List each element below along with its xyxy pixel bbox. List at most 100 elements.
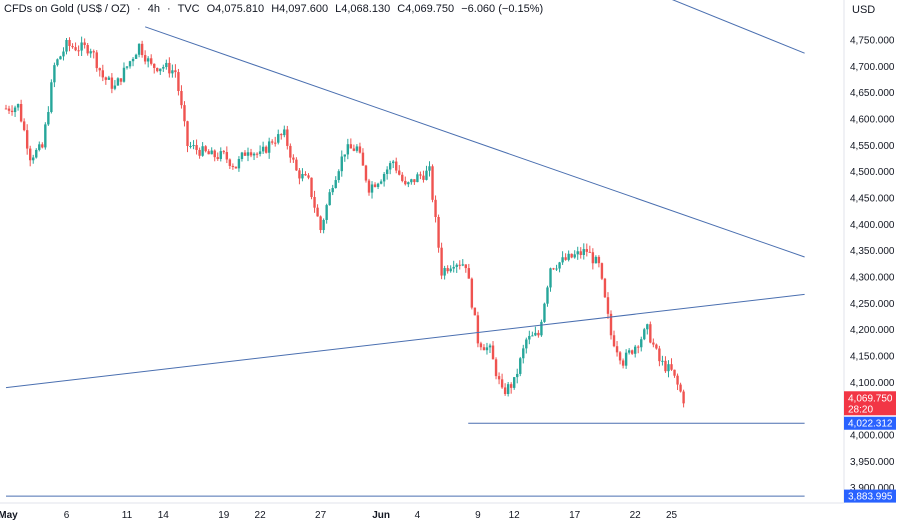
candle-body [388, 163, 392, 170]
candle-body [522, 348, 525, 359]
candle-body [458, 264, 461, 266]
x-tick-label: 22 [630, 510, 642, 521]
candle-body [128, 61, 132, 67]
candle-body [655, 344, 658, 349]
candle-body [216, 157, 219, 159]
candle-body [679, 384, 682, 392]
candle-body [146, 58, 150, 62]
symbol-title[interactable]: CFDs on Gold (US$ / OZ) [4, 3, 130, 15]
candle-body [32, 157, 35, 161]
y-tick-label: 4,250.000 [850, 299, 895, 310]
candle-body [664, 360, 667, 372]
price-badge [844, 391, 896, 416]
candle-body [240, 152, 244, 159]
candle-body [585, 249, 588, 252]
candle-body [367, 180, 371, 193]
candle-body [428, 166, 431, 171]
candle-body [525, 339, 528, 349]
candle-body [634, 346, 637, 354]
y-tick-label: 4,550.000 [850, 141, 895, 152]
candle-body [513, 377, 516, 388]
trendline-rising-support[interactable] [5, 293, 805, 389]
candle-body [186, 121, 189, 147]
candle-body [652, 342, 655, 345]
candle-body [570, 253, 573, 258]
candle-body [455, 264, 458, 267]
candle-body [594, 256, 598, 264]
candle-body [667, 364, 670, 372]
candle-body [416, 174, 419, 183]
candle-body [195, 145, 198, 150]
ohlc-close: C4,069.750 [397, 3, 455, 15]
candle-body [488, 345, 492, 348]
candle-body [358, 146, 362, 153]
y-tick-label: 4,600.000 [850, 115, 895, 126]
candle-body [207, 151, 210, 155]
x-tick-label: 17 [569, 510, 581, 521]
candle-body [83, 42, 86, 46]
candle-body [65, 39, 68, 52]
candle-body [419, 174, 422, 176]
x-tick-label: 14 [158, 510, 170, 521]
trendline-upper-channel[interactable] [544, 0, 805, 54]
candle-body [68, 39, 71, 46]
candle-body [80, 42, 83, 51]
candle-body [228, 159, 232, 166]
candle-body [292, 157, 295, 160]
countdown-label: 28:20 [848, 404, 873, 415]
candle-body [316, 207, 319, 217]
candle-body [355, 146, 359, 151]
candle-body [201, 146, 204, 156]
candle-body [328, 192, 331, 206]
candle-body [549, 268, 552, 288]
candle-body [500, 379, 504, 388]
candle-body [119, 78, 123, 82]
candle-body [319, 216, 322, 231]
x-tick-label: Jun [372, 510, 390, 521]
currency-label[interactable]: USD [852, 4, 876, 16]
candle-body [624, 352, 628, 366]
candle-body [540, 321, 543, 336]
y-tick-label: 4,500.000 [850, 167, 895, 178]
candle-body [661, 360, 664, 362]
candle-body [77, 50, 80, 52]
ohlc-low: L4,068.130 [335, 3, 391, 15]
y-tick-label: 4,200.000 [850, 325, 895, 336]
x-tick-label: 19 [218, 510, 230, 521]
candle-body [234, 166, 238, 169]
candle-body [192, 145, 195, 147]
candle-body [443, 268, 446, 276]
candle-body [286, 129, 289, 146]
candle-body [280, 134, 283, 136]
candle-body [301, 173, 304, 179]
candle-body [47, 112, 50, 125]
timeframe[interactable]: 4h [147, 3, 160, 15]
candle-body [449, 268, 452, 272]
candle-body [555, 268, 558, 270]
candle-body [422, 175, 425, 180]
price-badge-label: 4,022.312 [848, 419, 893, 430]
candle-body [53, 65, 56, 83]
candle-body [125, 66, 129, 68]
candle-body [437, 216, 440, 248]
candle-body [222, 151, 225, 153]
y-tick-label: 4,450.000 [850, 194, 895, 205]
candle-body [576, 251, 579, 255]
candle-body [252, 153, 256, 156]
candle-body [573, 254, 576, 258]
trendline-descending-resistance[interactable] [144, 26, 805, 258]
candle-body [609, 313, 613, 336]
candle-body [509, 384, 513, 388]
candle-body [310, 177, 313, 198]
candle-body [446, 268, 449, 272]
candle-body [464, 264, 467, 269]
candle-body [298, 170, 301, 179]
candle-body [352, 148, 356, 151]
candle-body [156, 67, 159, 72]
candle-body [295, 159, 298, 171]
candle-body [630, 350, 634, 354]
candle-body [204, 146, 207, 152]
candle-body [346, 144, 350, 155]
candle-body [116, 78, 120, 86]
